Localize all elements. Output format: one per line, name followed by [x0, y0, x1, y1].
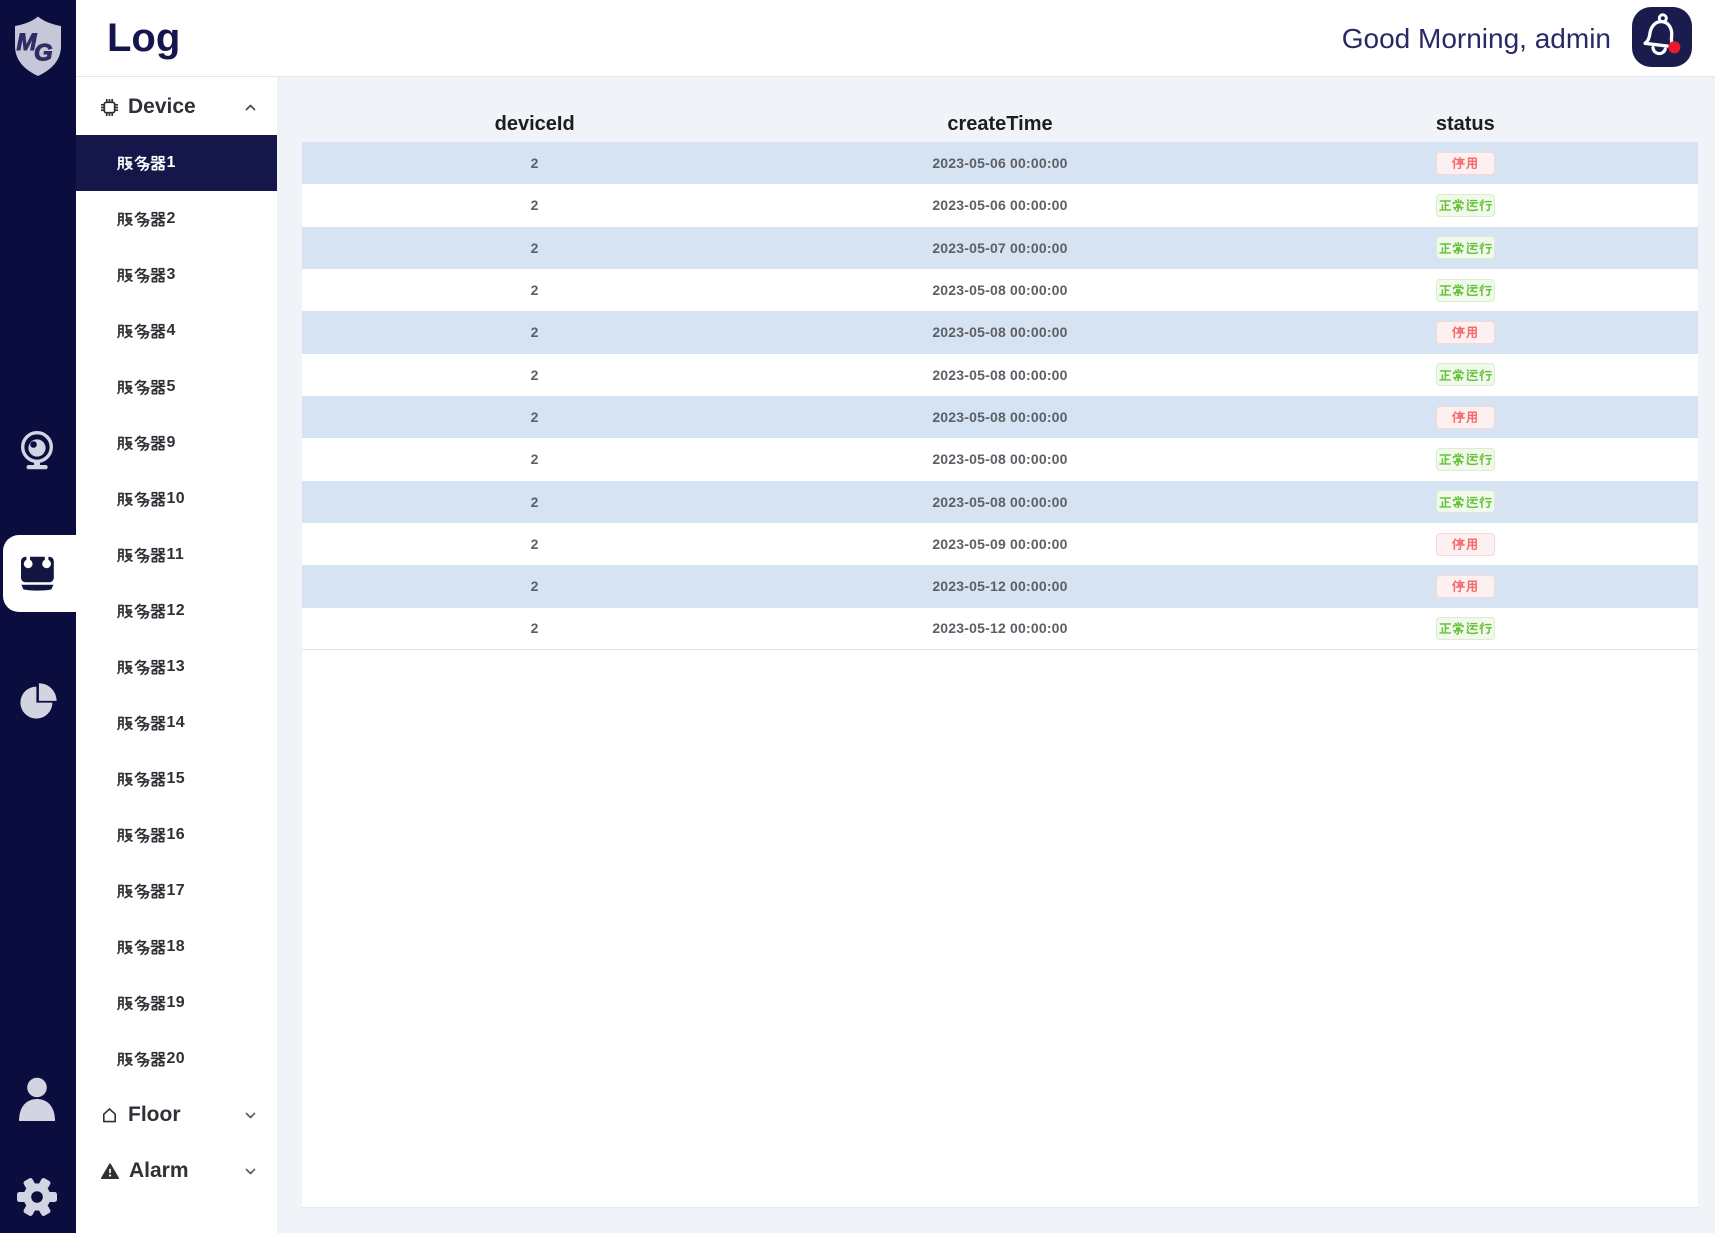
svg-text:G: G: [34, 40, 53, 67]
svg-text:M: M: [17, 29, 38, 56]
